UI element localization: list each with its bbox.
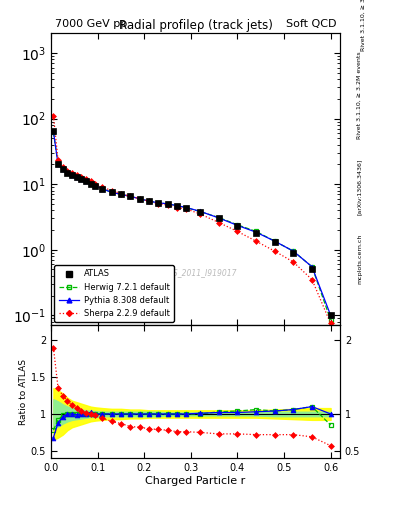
Text: 7000 GeV pp: 7000 GeV pp [55,19,127,29]
Y-axis label: Ratio to ATLAS: Ratio to ATLAS [19,359,28,425]
Text: ATLAS_2011_I919017: ATLAS_2011_I919017 [154,268,237,278]
X-axis label: Charged Particle r: Charged Particle r [145,476,246,486]
Text: Rivet 3.1.10, ≥ 3.2M events: Rivet 3.1.10, ≥ 3.2M events [357,51,362,139]
Text: Rivet 3.1.10, ≥ 3.2M events: Rivet 3.1.10, ≥ 3.2M events [361,0,366,52]
Legend: ATLAS, Herwig 7.2.1 default, Pythia 8.308 default, Sherpa 2.2.9 default: ATLAS, Herwig 7.2.1 default, Pythia 8.30… [54,265,174,322]
Text: Soft QCD: Soft QCD [286,19,336,29]
Title: Radial profileρ (track jets): Radial profileρ (track jets) [119,19,272,32]
Text: [arXiv:1306.3436]: [arXiv:1306.3436] [357,159,362,215]
Text: mcplots.cern.ch: mcplots.cern.ch [357,233,362,284]
